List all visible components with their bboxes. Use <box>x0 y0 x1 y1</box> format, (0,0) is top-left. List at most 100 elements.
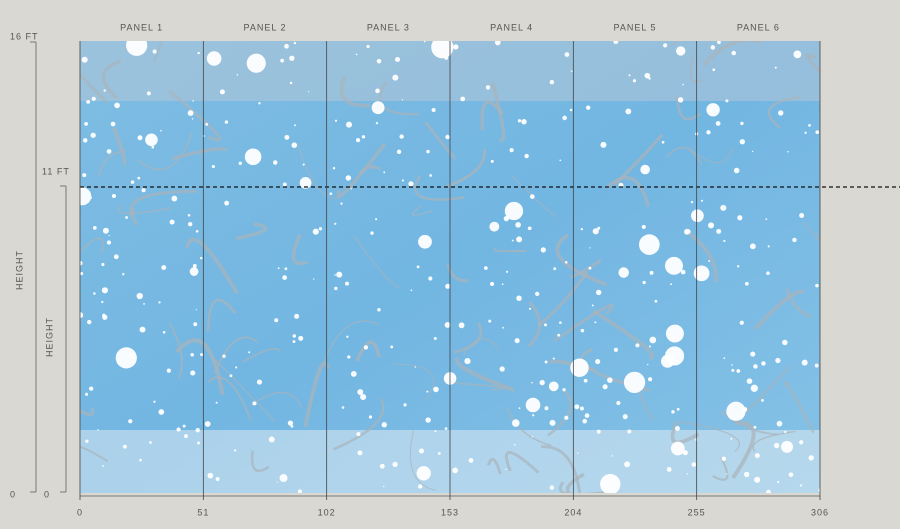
marble-spot <box>437 452 441 455</box>
marble-spot <box>557 333 561 337</box>
marble-spot <box>368 415 373 419</box>
marble-spot <box>341 406 345 409</box>
marble-spot <box>299 177 312 189</box>
marble-spot <box>90 132 96 138</box>
marble-spot <box>648 345 651 348</box>
marble-vein <box>80 407 95 417</box>
marble-vein <box>118 205 172 214</box>
marble-spot <box>506 270 509 273</box>
marble-spot <box>754 453 760 459</box>
marble-spot <box>654 299 658 303</box>
marble-spot <box>739 139 745 145</box>
marble-spot <box>381 422 387 428</box>
marble-vein <box>605 176 651 208</box>
marble-spot <box>371 101 385 115</box>
marble-spot <box>363 345 369 350</box>
marble-spot <box>577 452 579 454</box>
marble-spot <box>361 135 366 139</box>
marble-spot <box>693 215 696 218</box>
marble-spot <box>671 410 675 414</box>
marble-vein <box>462 338 499 357</box>
marble-spot <box>712 68 716 72</box>
marble-spot <box>736 369 741 373</box>
marble-spot <box>224 120 229 124</box>
marble-spot <box>282 182 287 187</box>
marble-spot <box>192 263 197 268</box>
marble-spot <box>754 476 761 483</box>
marble-vein <box>333 398 385 451</box>
marble-vein <box>540 445 582 493</box>
marble-vein <box>101 59 122 100</box>
marble-spot <box>375 88 380 94</box>
marble-spot <box>375 122 379 125</box>
marble-vein <box>669 41 680 47</box>
marble-spot <box>580 328 585 333</box>
marble-spot <box>233 449 237 452</box>
marble-spot <box>357 450 363 456</box>
marble-spot <box>426 149 430 154</box>
marble-spot <box>346 121 353 128</box>
marble-vein <box>686 145 734 164</box>
marble-spot <box>238 161 242 165</box>
marble-vein <box>446 148 487 188</box>
marble-spot <box>452 467 459 474</box>
marble-spot <box>106 240 112 245</box>
marble-spot <box>503 216 509 222</box>
marble-spot <box>663 43 668 48</box>
outer-bottom-label: 0 <box>10 489 16 499</box>
marble-spot <box>532 414 535 417</box>
marble-spot <box>289 55 295 61</box>
marble-vein <box>250 450 270 472</box>
marble-vein <box>687 231 719 283</box>
marble-spot <box>162 330 166 334</box>
marble-spot <box>511 419 520 427</box>
marble-spot <box>294 124 296 127</box>
marble-spot <box>726 473 728 475</box>
marble-spot <box>720 204 727 211</box>
marble-vein <box>249 391 302 408</box>
marble-spot <box>638 234 660 255</box>
marble-vein <box>393 363 435 401</box>
marble-spot <box>499 366 505 372</box>
marble-spot <box>101 300 104 304</box>
marble-spot <box>708 260 711 263</box>
marble-vein <box>171 147 228 161</box>
marble-spot <box>706 103 720 117</box>
panel-label: PANEL 2 <box>243 22 286 32</box>
marble-spot <box>248 351 251 354</box>
marble-spot <box>552 357 555 360</box>
marble-vein <box>206 298 237 331</box>
marble-spot <box>595 358 601 365</box>
marble-spot <box>192 100 194 102</box>
panel-layer: PANEL 1 PANEL 2 PANEL 3 PANEL 4 PANEL 5 PANEL… <box>77 22 828 517</box>
marble-spot <box>84 121 88 126</box>
marble-vein <box>712 457 729 481</box>
marble-spot <box>431 107 436 113</box>
marble-spot <box>357 389 364 395</box>
marble-spot <box>661 140 665 144</box>
marble-spot <box>584 413 590 418</box>
marble-spot <box>723 357 726 359</box>
marble-spot <box>433 337 437 340</box>
marble-vein <box>153 41 163 62</box>
marble-spot <box>268 436 275 443</box>
marble-spot <box>408 181 414 187</box>
marble-spot <box>697 272 701 276</box>
marble-vein <box>702 41 762 66</box>
marble-spot <box>515 222 521 228</box>
marble-vein <box>80 72 109 104</box>
marble-spot <box>102 227 109 234</box>
marble-spot <box>514 338 520 344</box>
marble-spot <box>453 44 459 50</box>
marble-spot <box>611 455 614 457</box>
marble-spot <box>355 53 358 56</box>
marble-spot <box>788 472 794 477</box>
marble-spot <box>726 401 746 421</box>
marble-spot <box>426 390 429 393</box>
marble-spot <box>750 351 756 357</box>
marble-spot <box>396 149 402 155</box>
marble-spot <box>160 129 162 132</box>
marble-vein <box>752 430 796 453</box>
marble-spot <box>176 427 181 432</box>
marble-vein <box>291 233 308 266</box>
